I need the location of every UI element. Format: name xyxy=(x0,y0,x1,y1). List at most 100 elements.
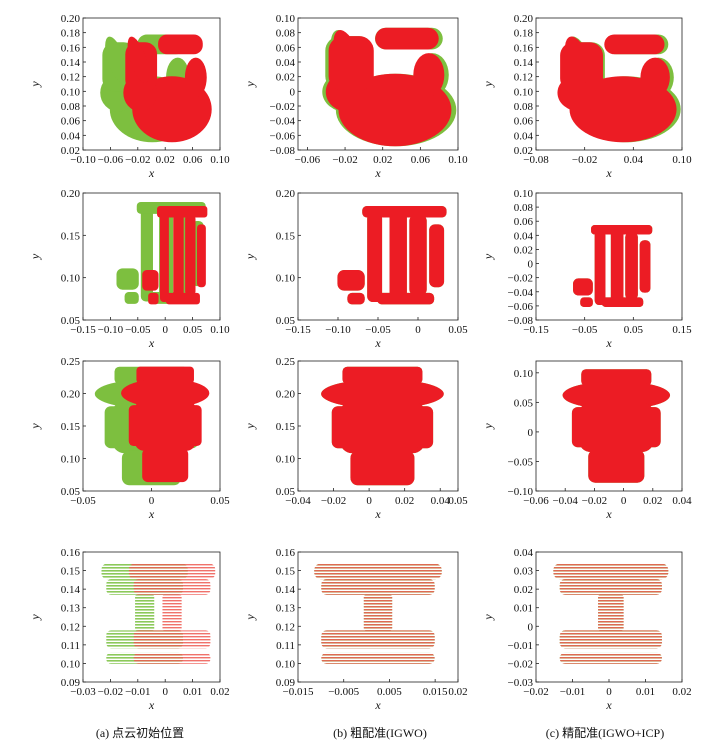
x-tick-label: 0.04 xyxy=(624,154,644,166)
y-tick-label: 0.20 xyxy=(514,13,534,25)
y-tick-label: 0.05 xyxy=(276,315,296,327)
x-tick-label: 0 xyxy=(621,495,627,507)
x-tick-label: 0.02 xyxy=(448,686,467,698)
y-axis-label: y xyxy=(28,614,42,621)
y-tick-label: 0.13 xyxy=(61,603,81,615)
y-axis-label: y xyxy=(481,614,495,621)
x-axis-label: x xyxy=(374,698,381,712)
y-tick-label: 0.10 xyxy=(61,658,81,670)
x-tick-label: −0.02 xyxy=(523,686,548,698)
x-tick-label: −0.02 xyxy=(98,686,123,698)
y-tick-label: −0.03 xyxy=(508,677,534,689)
x-tick-label: −0.08 xyxy=(523,154,549,166)
axes-frame xyxy=(535,17,683,151)
y-tick-label: 0.12 xyxy=(514,72,533,84)
y-axis-label: y xyxy=(28,81,42,88)
x-tick-label: 0.04 xyxy=(431,495,451,507)
y-tick-label: 0.08 xyxy=(61,101,81,113)
x-axis-label: x xyxy=(148,166,155,180)
x-tick-label: 0.02 xyxy=(643,495,662,507)
y-tick-label: −0.04 xyxy=(508,287,534,299)
y-tick-label: 0.10 xyxy=(276,658,296,670)
y-tick-label: 0.10 xyxy=(276,273,296,285)
x-tick-label: −0.005 xyxy=(328,686,359,698)
y-tick-label: 0.25 xyxy=(61,356,81,368)
y-tick-label: −0.01 xyxy=(508,640,533,652)
y-tick-label: 0.09 xyxy=(276,677,296,689)
y-tick-label: −0.02 xyxy=(508,273,533,285)
x-tick-label: 0 xyxy=(162,686,168,698)
x-tick-label: 0.10 xyxy=(210,324,230,336)
panel-bunny-coarse: −0.06 −0.02 0.02 0.06 0.10−0.08−0.06−0.04−0.… xyxy=(243,13,468,180)
y-tick-label: 0.15 xyxy=(61,230,81,242)
y-tick-label: 0.20 xyxy=(276,389,296,401)
x-tick-label: 0 xyxy=(415,324,421,336)
x-tick-label: −0.01 xyxy=(125,686,150,698)
y-tick-label: 0.10 xyxy=(514,188,534,200)
panel-buddha-coarse: −0.04 −0.02 0 0.02 0.040.050.050.100.150.200… xyxy=(243,356,468,521)
caption-c: (c) 精配准(IGWO+ICP) xyxy=(546,726,664,740)
y-tick-label: 0.10 xyxy=(276,454,296,466)
x-tick-label: 0.10 xyxy=(448,154,468,166)
panel-bunny-initial: −0.10 −0.06 −0.02 0.02 0.06 0.10 0.02 0.04 0.06 0… xyxy=(28,13,230,180)
y-tick-label: 0.11 xyxy=(61,640,80,652)
x-axis-label: x xyxy=(605,166,612,180)
x-tick-label: 0.015 xyxy=(423,686,448,698)
series-source xyxy=(562,369,671,483)
x-axis-label: x xyxy=(605,336,612,350)
y-tick-label: 0.14 xyxy=(61,584,81,596)
y-tick-label: 0.05 xyxy=(514,397,534,409)
y-tick-label: 0.05 xyxy=(276,486,296,498)
x-tick-label: 0 xyxy=(606,686,612,698)
y-tick-label: 0.10 xyxy=(61,86,81,98)
y-tick-label: 0.25 xyxy=(276,356,296,368)
x-tick-label: −0.15 xyxy=(285,324,311,336)
x-tick-label: −0.02 xyxy=(321,495,346,507)
x-tick-label: 0.06 xyxy=(183,154,203,166)
series-source xyxy=(553,563,669,664)
y-tick-label: 0.01 xyxy=(514,603,533,615)
caption-b: (b) 粗配准(IGWO) xyxy=(333,726,427,740)
y-tick-label: −0.06 xyxy=(270,130,296,142)
y-tick-label: 0.04 xyxy=(61,130,81,142)
y-tick-label: 0.15 xyxy=(276,421,296,433)
y-tick-label: 0.09 xyxy=(61,677,81,689)
y-tick-label: 0.20 xyxy=(61,13,81,25)
y-axis-label: y xyxy=(481,253,495,260)
y-tick-label: −0.02 xyxy=(270,101,295,113)
x-tick-label: −0.01 xyxy=(560,686,585,698)
y-tick-label: 0.10 xyxy=(61,454,81,466)
y-tick-label: 0.18 xyxy=(61,28,81,40)
panel-spool-initial: −0.03 −0.02 −0.01 0 0.01 0.02 0.09 0.10 0.11 0.12… xyxy=(28,547,230,712)
y-tick-label: 0.14 xyxy=(61,57,81,69)
y-axis-label: y xyxy=(28,253,42,260)
y-tick-label: 0.04 xyxy=(514,130,534,142)
y-tick-label: 0.12 xyxy=(61,621,80,633)
series-source xyxy=(314,563,442,664)
x-tick-label: −0.05 xyxy=(70,495,96,507)
y-tick-label: 0.20 xyxy=(276,188,296,200)
x-tick-label: 0.05 xyxy=(183,324,203,336)
panel-buddha-initial: −0.05 0 0.05 0.05 0.10 0.15 0.20 0.25 x y xyxy=(28,356,230,521)
y-tick-label: 0.08 xyxy=(514,101,534,113)
x-tick-label: 0.10 xyxy=(672,154,692,166)
x-tick-label: 0.005 xyxy=(377,686,402,698)
x-tick-label: −0.10 xyxy=(325,324,351,336)
y-tick-label: −0.05 xyxy=(508,456,534,468)
x-tick-label: −0.10 xyxy=(70,154,96,166)
y-tick-label: 0.06 xyxy=(514,216,534,228)
x-tick-label: −0.05 xyxy=(125,324,151,336)
axes-frame xyxy=(297,551,459,683)
axes-frame xyxy=(535,192,683,321)
axes-frame xyxy=(535,360,683,492)
series-source xyxy=(142,206,208,305)
y-tick-label: 0 xyxy=(528,621,534,633)
y-axis-label: y xyxy=(243,81,257,88)
y-tick-label: −0.04 xyxy=(270,116,296,128)
x-tick-label: 0 xyxy=(366,495,372,507)
x-tick-label: 0.15 xyxy=(672,324,692,336)
y-tick-label: 0.10 xyxy=(514,368,534,380)
x-tick-label: 0.02 xyxy=(395,495,414,507)
x-tick-label: −0.05 xyxy=(572,324,598,336)
x-tick-label: −0.02 xyxy=(572,154,597,166)
